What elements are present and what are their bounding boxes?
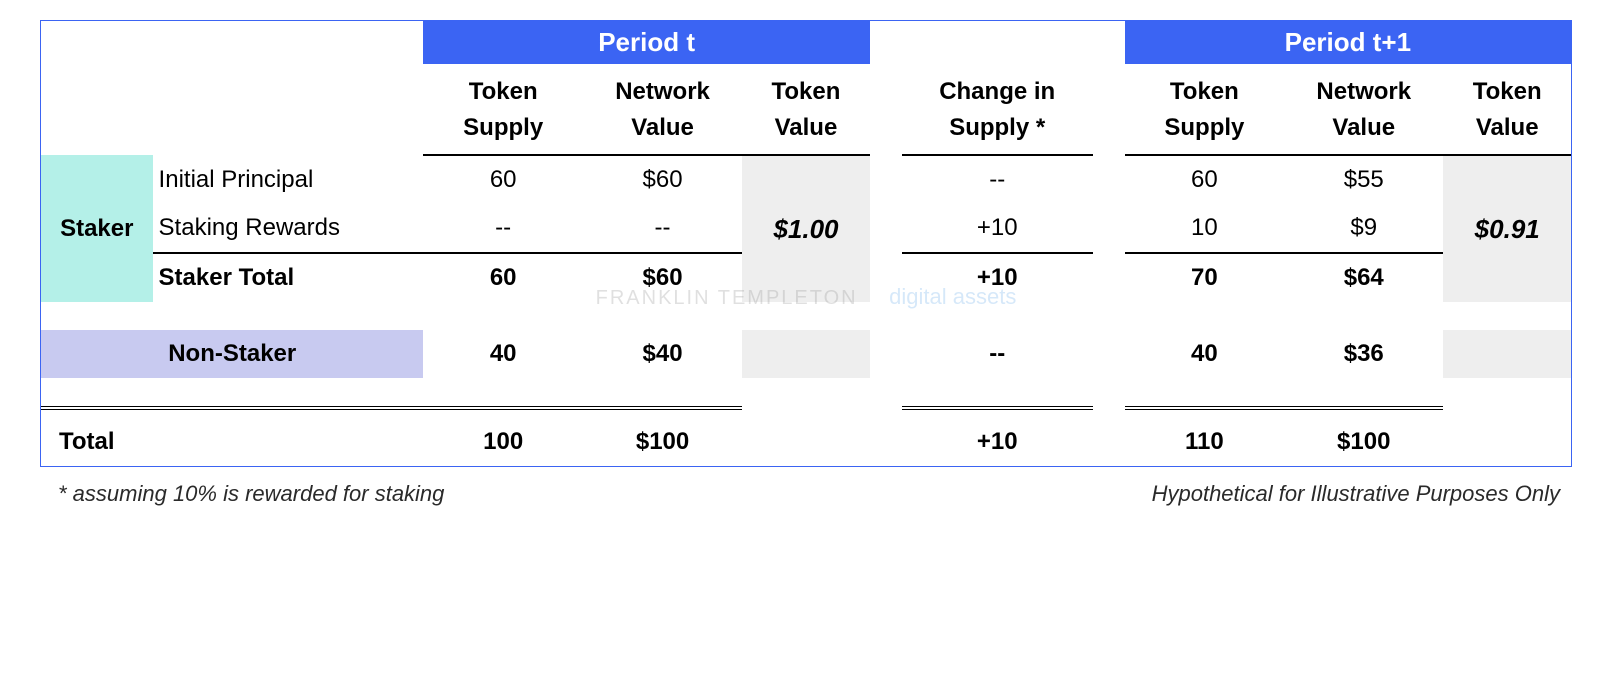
tot-tp1-nv: $100	[1284, 408, 1443, 466]
col-token-value-t: TokenValue	[742, 64, 869, 155]
row-non-staker: Non-Staker 40 $40 -- 40 $36	[41, 330, 1571, 378]
spacer-row-1	[41, 302, 1571, 330]
label-staker-total: Staker Total	[153, 253, 424, 302]
st-tp1-nv: $64	[1284, 253, 1443, 302]
token-value-t: $1.00	[742, 155, 869, 302]
spacer-row-2	[41, 378, 1571, 408]
col-network-value-t: NetworkValue	[583, 64, 742, 155]
staker-group-label: Staker	[41, 155, 153, 302]
col-change-supply: Change inSupply *	[902, 64, 1093, 155]
period-header-row: Period t Period t+1	[41, 21, 1571, 64]
col-token-supply-tp1: TokenSupply	[1125, 64, 1284, 155]
footnote-left: * assuming 10% is rewarded for staking	[58, 481, 444, 507]
st-change: +10	[902, 253, 1093, 302]
sr-t-supply: --	[423, 204, 582, 253]
ns-t-supply: 40	[423, 330, 582, 378]
ip-change: --	[902, 155, 1093, 204]
tot-tp1-supply: 110	[1125, 408, 1284, 466]
col-token-supply-t: TokenSupply	[423, 64, 582, 155]
period-t-header: Period t	[423, 21, 869, 64]
ns-tp1-supply: 40	[1125, 330, 1284, 378]
ns-change: --	[902, 330, 1093, 378]
ip-tp1-supply: 60	[1125, 155, 1284, 204]
footnotes: * assuming 10% is rewarded for staking H…	[40, 467, 1572, 507]
tot-t-supply: 100	[423, 408, 582, 466]
ip-t-nv: $60	[583, 155, 742, 204]
st-tp1-supply: 70	[1125, 253, 1284, 302]
sr-t-nv: --	[583, 204, 742, 253]
column-header-row: TokenSupply NetworkValue TokenValue Chan…	[41, 64, 1571, 155]
ip-t-supply: 60	[423, 155, 582, 204]
period-tp1-header: Period t+1	[1125, 21, 1571, 64]
non-staker-group-label: Non-Staker	[41, 330, 423, 378]
label-staking-rewards: Staking Rewards	[153, 204, 424, 253]
col-token-value-tp1: TokenValue	[1443, 64, 1571, 155]
tot-t-nv: $100	[583, 408, 742, 466]
token-value-tp1: $0.91	[1443, 155, 1571, 302]
ns-tp1-nv: $36	[1284, 330, 1443, 378]
row-total: Total 100 $100 +10 110 $100	[41, 408, 1571, 466]
col-network-value-tp1: NetworkValue	[1284, 64, 1443, 155]
sr-change: +10	[902, 204, 1093, 253]
st-t-nv: $60	[583, 253, 742, 302]
row-initial-principal: Staker Initial Principal 60 $60 $1.00 --…	[41, 155, 1571, 204]
token-supply-table: Period t Period t+1 TokenSupply NetworkV…	[40, 20, 1572, 467]
label-initial-principal: Initial Principal	[153, 155, 424, 204]
sr-tp1-nv: $9	[1284, 204, 1443, 253]
sr-tp1-supply: 10	[1125, 204, 1284, 253]
footnote-right: Hypothetical for Illustrative Purposes O…	[1152, 481, 1560, 507]
st-t-supply: 60	[423, 253, 582, 302]
ip-tp1-nv: $55	[1284, 155, 1443, 204]
label-total: Total	[41, 408, 423, 466]
tot-change: +10	[902, 408, 1093, 466]
ns-t-nv: $40	[583, 330, 742, 378]
